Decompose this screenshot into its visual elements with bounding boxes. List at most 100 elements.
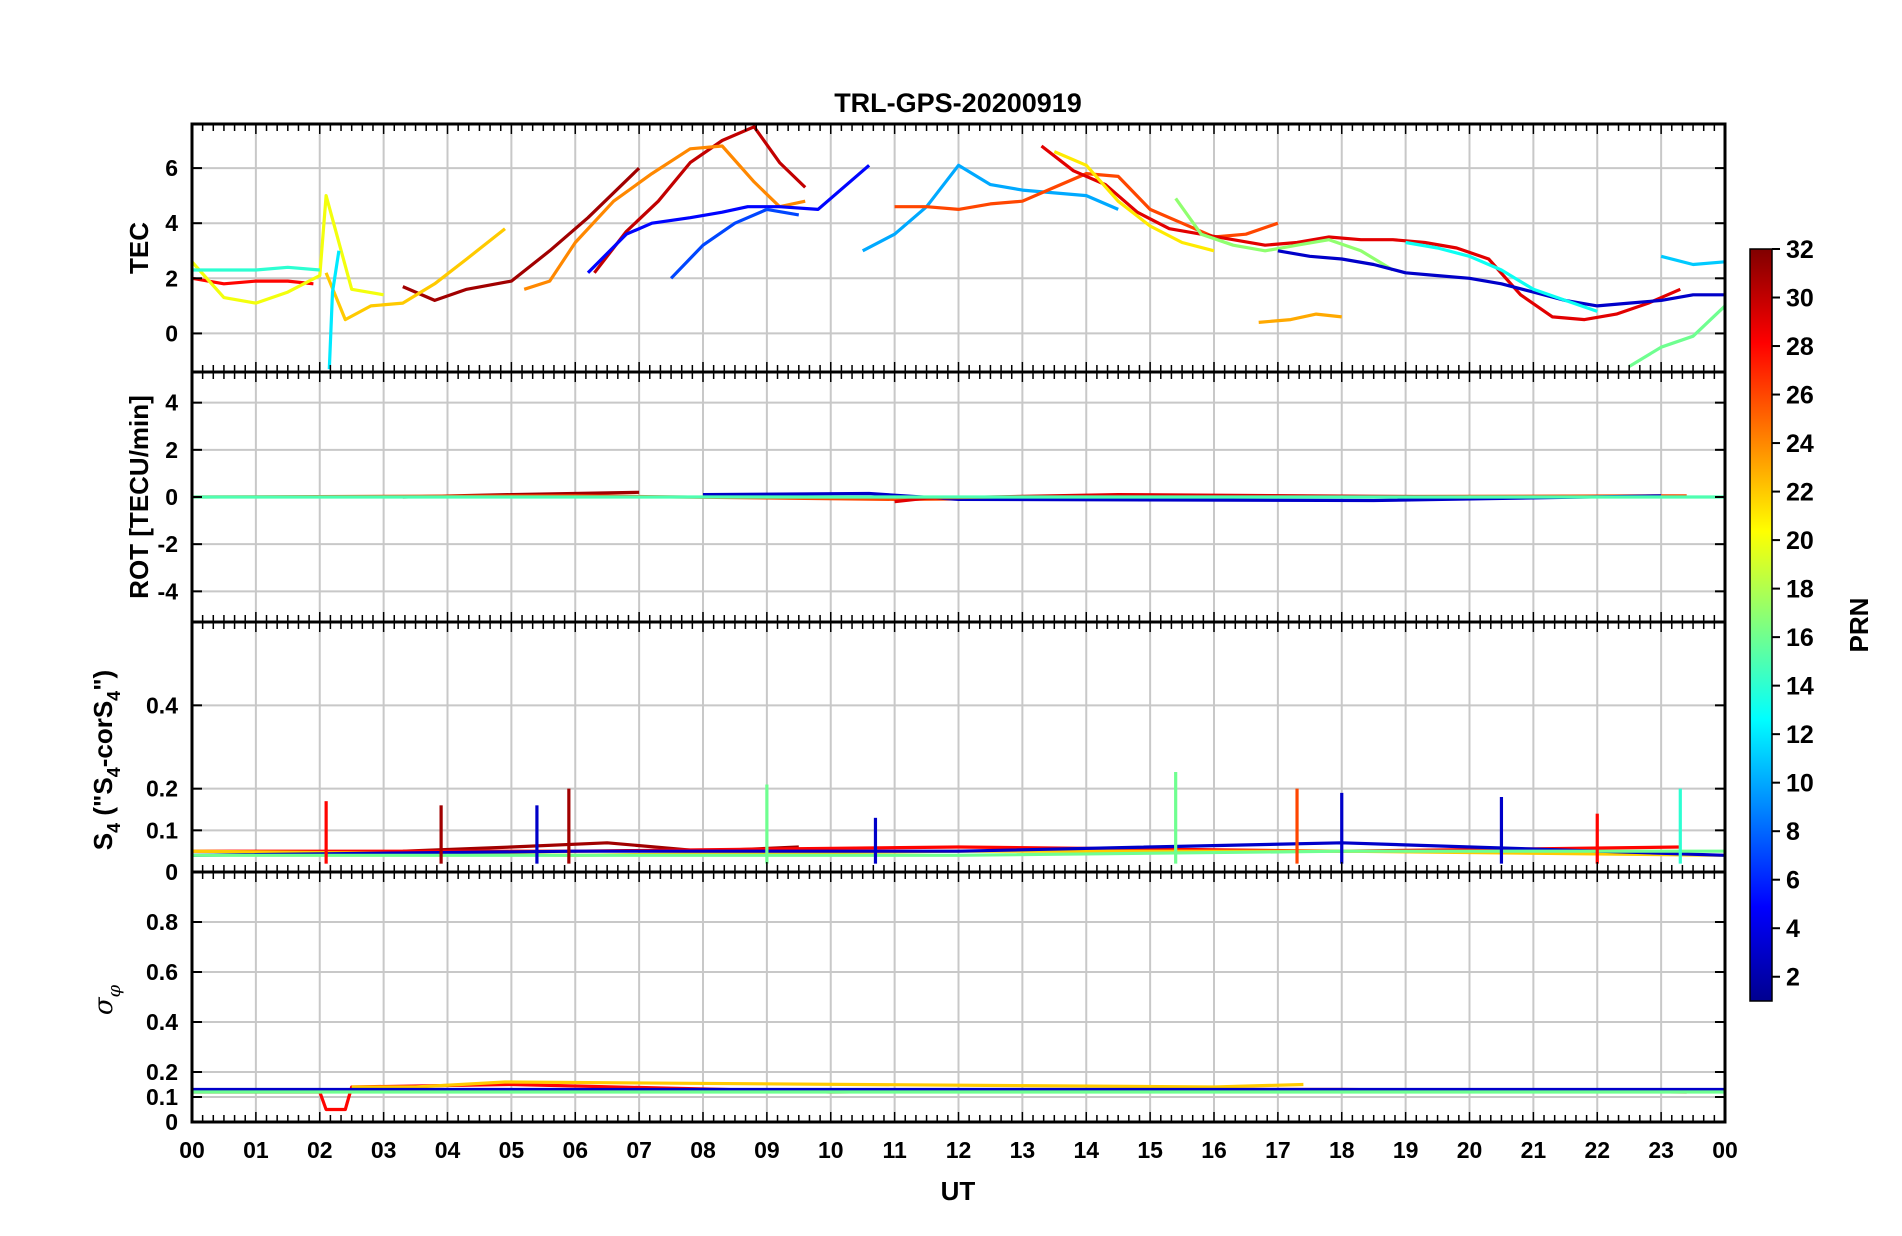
y-tick-label: -4: [158, 578, 179, 604]
colorbar-tick-label: 10: [1786, 770, 1814, 798]
panel-tec: 0 2 4 6 TEC: [124, 122, 1727, 374]
y-axis-label-rot: ROT [TECU/min]: [124, 395, 154, 599]
colorbar-tick-label: 22: [1786, 479, 1814, 507]
colorbar-tick-label: 6: [1786, 867, 1800, 895]
y-tick-label: 0.4: [146, 692, 178, 718]
x-tick-label: 05: [499, 1137, 525, 1163]
series-group: [192, 1080, 1725, 1112]
colorbar-tick-label: 4: [1786, 915, 1800, 943]
y-tick-label: 0.2: [146, 776, 178, 802]
y-tick-label: 0.4: [146, 1009, 178, 1035]
series-group: [192, 772, 1725, 864]
x-tick-label: 17: [1265, 1137, 1291, 1163]
y-axis-label-tec: TEC: [124, 222, 154, 274]
series-line-prn-3: [1277, 249, 1725, 308]
colorbar-tick-label: 32: [1786, 236, 1814, 264]
x-tick-label: 02: [307, 1137, 333, 1163]
series-line-prn-14: [192, 265, 320, 272]
series-line-prn-23: [1258, 312, 1342, 324]
x-tick-label: 00: [179, 1137, 205, 1163]
series-line-prn-7: [669, 207, 800, 280]
y-tick-label: 0: [165, 320, 178, 346]
x-tick-label: 23: [1648, 1137, 1674, 1163]
colorbar-tick-label: 18: [1786, 576, 1814, 604]
series-line-prn-12: [327, 250, 341, 370]
x-tick-label: 16: [1201, 1137, 1227, 1163]
series-line-prn-31: [402, 166, 641, 302]
colorbar-tick-label: 12: [1786, 721, 1814, 749]
colorbar-tick-label: 24: [1786, 430, 1814, 458]
x-tick-label: 15: [1137, 1137, 1163, 1163]
panel-rot: -4 -2 0 2 4 ROT [TECU/min]: [124, 370, 1727, 624]
series-line-prn-3: [192, 841, 1725, 857]
series-line-prn-29: [1040, 144, 1681, 322]
series-line-prn-5: [586, 164, 871, 274]
x-tick-label: 06: [562, 1137, 588, 1163]
x-tick-label: 00: [1712, 1137, 1738, 1163]
panel-s4: 0 0.1 0.2 0.4: [146, 620, 1727, 885]
series-line-prn-28: [192, 276, 314, 286]
y-tick-label: 0: [165, 859, 178, 885]
series-line-prn-16: [1628, 304, 1725, 368]
y-tick-label: 2: [165, 437, 178, 463]
series-line-prn-13: [1405, 240, 1598, 313]
x-tick-label: 20: [1457, 1137, 1483, 1163]
colorbar-tick-label: 16: [1786, 624, 1814, 652]
chart-title: TRL-GPS-20200919: [834, 88, 1082, 118]
colorbar-tick-label: 26: [1786, 382, 1814, 410]
x-tick-label: 07: [626, 1137, 652, 1163]
x-tick-label: 04: [435, 1137, 461, 1163]
series-line-prn-16: [192, 849, 1725, 857]
colorbar-tick-label: 2: [1786, 964, 1800, 992]
series-line-prn-30: [593, 125, 807, 274]
colorbar-tick-label: 30: [1786, 285, 1814, 313]
x-tick-label: 13: [1010, 1137, 1036, 1163]
series-line-prn-22: [324, 227, 506, 322]
x-tick-label: 12: [946, 1137, 972, 1163]
x-tick-label: 10: [818, 1137, 844, 1163]
y-tick-label: 0.1: [146, 817, 178, 843]
y-axis-label-sigma-phi: σφ: [89, 984, 125, 1015]
series-line-prn-24: [523, 144, 806, 291]
x-tick-label: 09: [754, 1137, 780, 1163]
y-tick-label: 2: [165, 265, 178, 291]
series-line-prn-20: [192, 194, 384, 305]
y-tick-label: 0.2: [146, 1059, 178, 1085]
y-tick-label: 0: [165, 1109, 178, 1135]
y-tick-label: 0.8: [146, 909, 178, 935]
colorbar-tick-label: 14: [1786, 673, 1814, 701]
y-tick-label: 0: [165, 484, 178, 510]
colorbar-tick-label: 8: [1786, 818, 1800, 846]
series-line-prn-10: [861, 163, 1119, 253]
y-tick-label: -2: [158, 531, 178, 557]
y-tick-label: 4: [165, 390, 178, 416]
x-tick-label: 21: [1521, 1137, 1547, 1163]
y-tick-label: 0.1: [146, 1084, 178, 1110]
series-line-prn-11: [1660, 254, 1725, 267]
y-tick-label: 6: [165, 155, 178, 181]
series-line-prn-21: [1053, 150, 1215, 253]
x-tick-label: 03: [371, 1137, 397, 1163]
x-tick-label: 19: [1393, 1137, 1419, 1163]
x-axis-label: UT: [941, 1176, 976, 1206]
series-group: [192, 490, 1725, 504]
series-line-prn-17: [1174, 197, 1394, 272]
x-tick-label: 01: [243, 1137, 269, 1163]
series-line-prn-3: [702, 491, 1662, 503]
colorbar-tick-label: 28: [1786, 333, 1814, 361]
sigma-phi-label-text: σφ: [89, 984, 125, 1015]
panel-sigma-phi: 00.10.2 0.4 0.6 0.8: [146, 870, 1727, 1135]
x-tick-label: 22: [1584, 1137, 1610, 1163]
colorbar-gradient: [1749, 248, 1773, 1002]
series-line-prn-22: [351, 1080, 1304, 1089]
colorbar-label: PRN: [1844, 598, 1874, 653]
y-axis-label-s4: S4 ("S4-corS4"): [88, 670, 124, 850]
s4-label-text: S4 ("S4-corS4"): [88, 670, 124, 850]
colorbar-tick-label: 20: [1786, 527, 1814, 555]
x-tick-label: 11: [882, 1137, 907, 1163]
y-tick-label: 0.6: [146, 959, 178, 985]
